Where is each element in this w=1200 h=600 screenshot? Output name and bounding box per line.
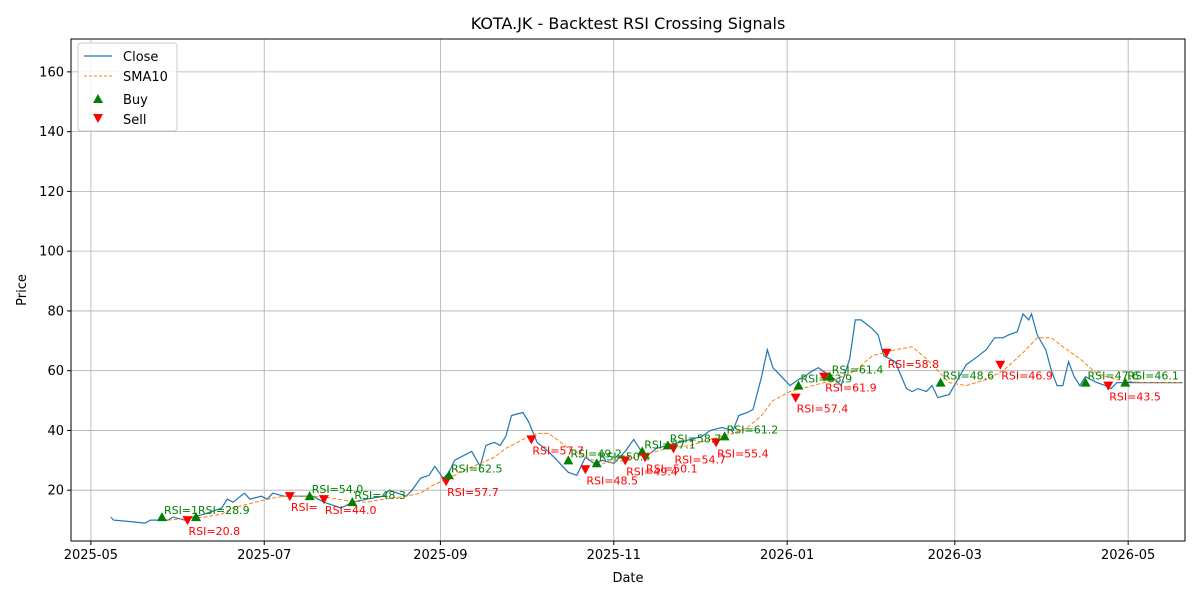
legend-buy-marker <box>93 94 103 103</box>
y-tick-label: 160 <box>39 65 64 80</box>
sell-marker <box>640 453 651 463</box>
legend-buy-label: Buy <box>123 93 148 108</box>
sell-marker <box>580 465 591 475</box>
y-tick-label: 120 <box>39 185 64 200</box>
sell-rsi-label: RSI=49.4 <box>626 465 678 478</box>
legend-sell-label: Sell <box>123 113 146 128</box>
y-axis-label: Price <box>15 274 30 306</box>
sell-rsi-label: RSI=46.9 <box>1001 370 1053 383</box>
sell-marker <box>995 360 1006 370</box>
sell-rsi-label: RSI=54.7 <box>674 453 726 466</box>
sell-marker <box>284 492 295 502</box>
sell-marker <box>526 435 537 445</box>
x-tick-label: 2026-05 <box>1101 548 1155 563</box>
sell-rsi-label: RSI=57.7 <box>447 486 499 499</box>
buy-rsi-label: RSI=48.6 <box>943 370 995 383</box>
signal-layer <box>156 348 1131 526</box>
sma10-line <box>167 337 1183 521</box>
sell-rsi-label: RSI=48.5 <box>586 474 638 487</box>
buy-rsi-label: RSI=50.4 <box>599 450 651 463</box>
sell-rsi-label: RSI=57.7 <box>532 444 584 457</box>
buy-marker <box>824 371 835 381</box>
sell-marker <box>318 495 329 505</box>
sell-marker <box>790 393 801 403</box>
x-tick-label: 2025-11 <box>587 548 641 563</box>
buy-marker <box>935 377 946 387</box>
y-tick-label: 80 <box>47 304 64 319</box>
buy-marker <box>443 470 454 480</box>
buy-rsi-label: RSI=58.7 <box>670 432 722 445</box>
sell-rsi-label: RSI=20.8 <box>189 525 241 538</box>
buy-marker <box>793 380 804 390</box>
buy-rsi-label: RSI=46.1 <box>1127 370 1179 383</box>
buy-marker <box>719 431 730 441</box>
sell-marker <box>668 444 679 454</box>
x-tick-label: 2025-09 <box>413 548 467 563</box>
buy-marker <box>1120 377 1131 387</box>
buy-rsi-label: RSI=28.9 <box>198 504 250 517</box>
sell-rsi-label: RSI=50.1 <box>646 462 698 475</box>
legend-box <box>77 42 178 132</box>
buy-marker <box>563 455 574 465</box>
plot-frame <box>70 38 1186 542</box>
buy-marker <box>637 446 648 456</box>
buy-rsi-label: RSI=62.5 <box>451 462 503 475</box>
x-tick-label: 2025-07 <box>237 548 291 563</box>
annotation-layer: RSI=1 RSI=20.8 RSI=28.9 RSI= RSI=54.0 RSI=44.… <box>164 358 1179 538</box>
x-tick-label: 2026-03 <box>928 548 982 563</box>
sell-marker <box>819 372 830 382</box>
y-tick-label: 20 <box>47 484 64 499</box>
buy-marker <box>304 491 315 501</box>
chart-title: KOTA.JK - Backtest RSI Crossing Signals <box>471 14 786 33</box>
x-tick-label: 2026-01 <box>760 548 814 563</box>
buy-marker <box>347 497 358 507</box>
sell-marker <box>1103 381 1114 391</box>
buy-rsi-label: RSI=47.6 <box>1088 370 1140 383</box>
x-tick-label: 2025-05 <box>64 548 118 563</box>
sell-marker <box>620 456 631 466</box>
legend-sma-label: SMA10 <box>123 70 168 85</box>
x-axis-label: Date <box>612 571 643 586</box>
sell-marker <box>441 477 452 487</box>
y-tick-label: 100 <box>39 245 64 260</box>
sell-rsi-label: RSI=58.8 <box>888 358 940 371</box>
buy-rsi-label: RSI=48.3 <box>354 489 406 502</box>
buy-marker <box>156 512 167 522</box>
sell-rsi-label: RSI= <box>291 501 318 514</box>
sell-rsi-label: RSI=44.0 <box>325 504 377 517</box>
sell-rsi-label: RSI=61.9 <box>825 382 877 395</box>
buy-rsi-label: RSI=1 <box>164 504 198 517</box>
y-tick-label: 40 <box>47 424 64 439</box>
buy-marker <box>591 458 602 468</box>
buy-rsi-label: RSI=54.0 <box>312 483 364 496</box>
grid-layer <box>71 39 1185 541</box>
legend-sell-marker <box>93 114 103 123</box>
y-axis: 20 40 60 80 100 120 140 160 <box>39 65 71 499</box>
buy-marker <box>1080 377 1091 387</box>
y-tick-label: 60 <box>47 364 64 379</box>
sell-rsi-label: RSI=55.4 <box>717 447 769 460</box>
x-axis: 2025-05 2025-07 2025-09 2025-11 2026-01 2026-… <box>64 541 1155 563</box>
buy-rsi-label: RSI=57.1 <box>644 438 696 451</box>
sell-rsi-label: RSI=43.5 <box>1109 391 1161 404</box>
buy-rsi-label: RSI=49.2 <box>570 447 622 460</box>
y-tick-label: 140 <box>39 125 64 140</box>
legend: Close SMA10 Buy Sell <box>77 42 178 132</box>
buy-rsi-label: RSI=63.9 <box>801 373 853 386</box>
buy-rsi-label: RSI=61.2 <box>727 423 779 436</box>
sell-rsi-label: RSI=57.4 <box>797 403 849 416</box>
buy-rsi-label: RSI=61.4 <box>832 364 884 377</box>
legend-close-label: Close <box>123 50 158 65</box>
sell-marker <box>711 438 722 448</box>
buy-marker <box>191 512 202 522</box>
sell-marker <box>182 516 193 526</box>
sell-marker <box>881 348 892 358</box>
